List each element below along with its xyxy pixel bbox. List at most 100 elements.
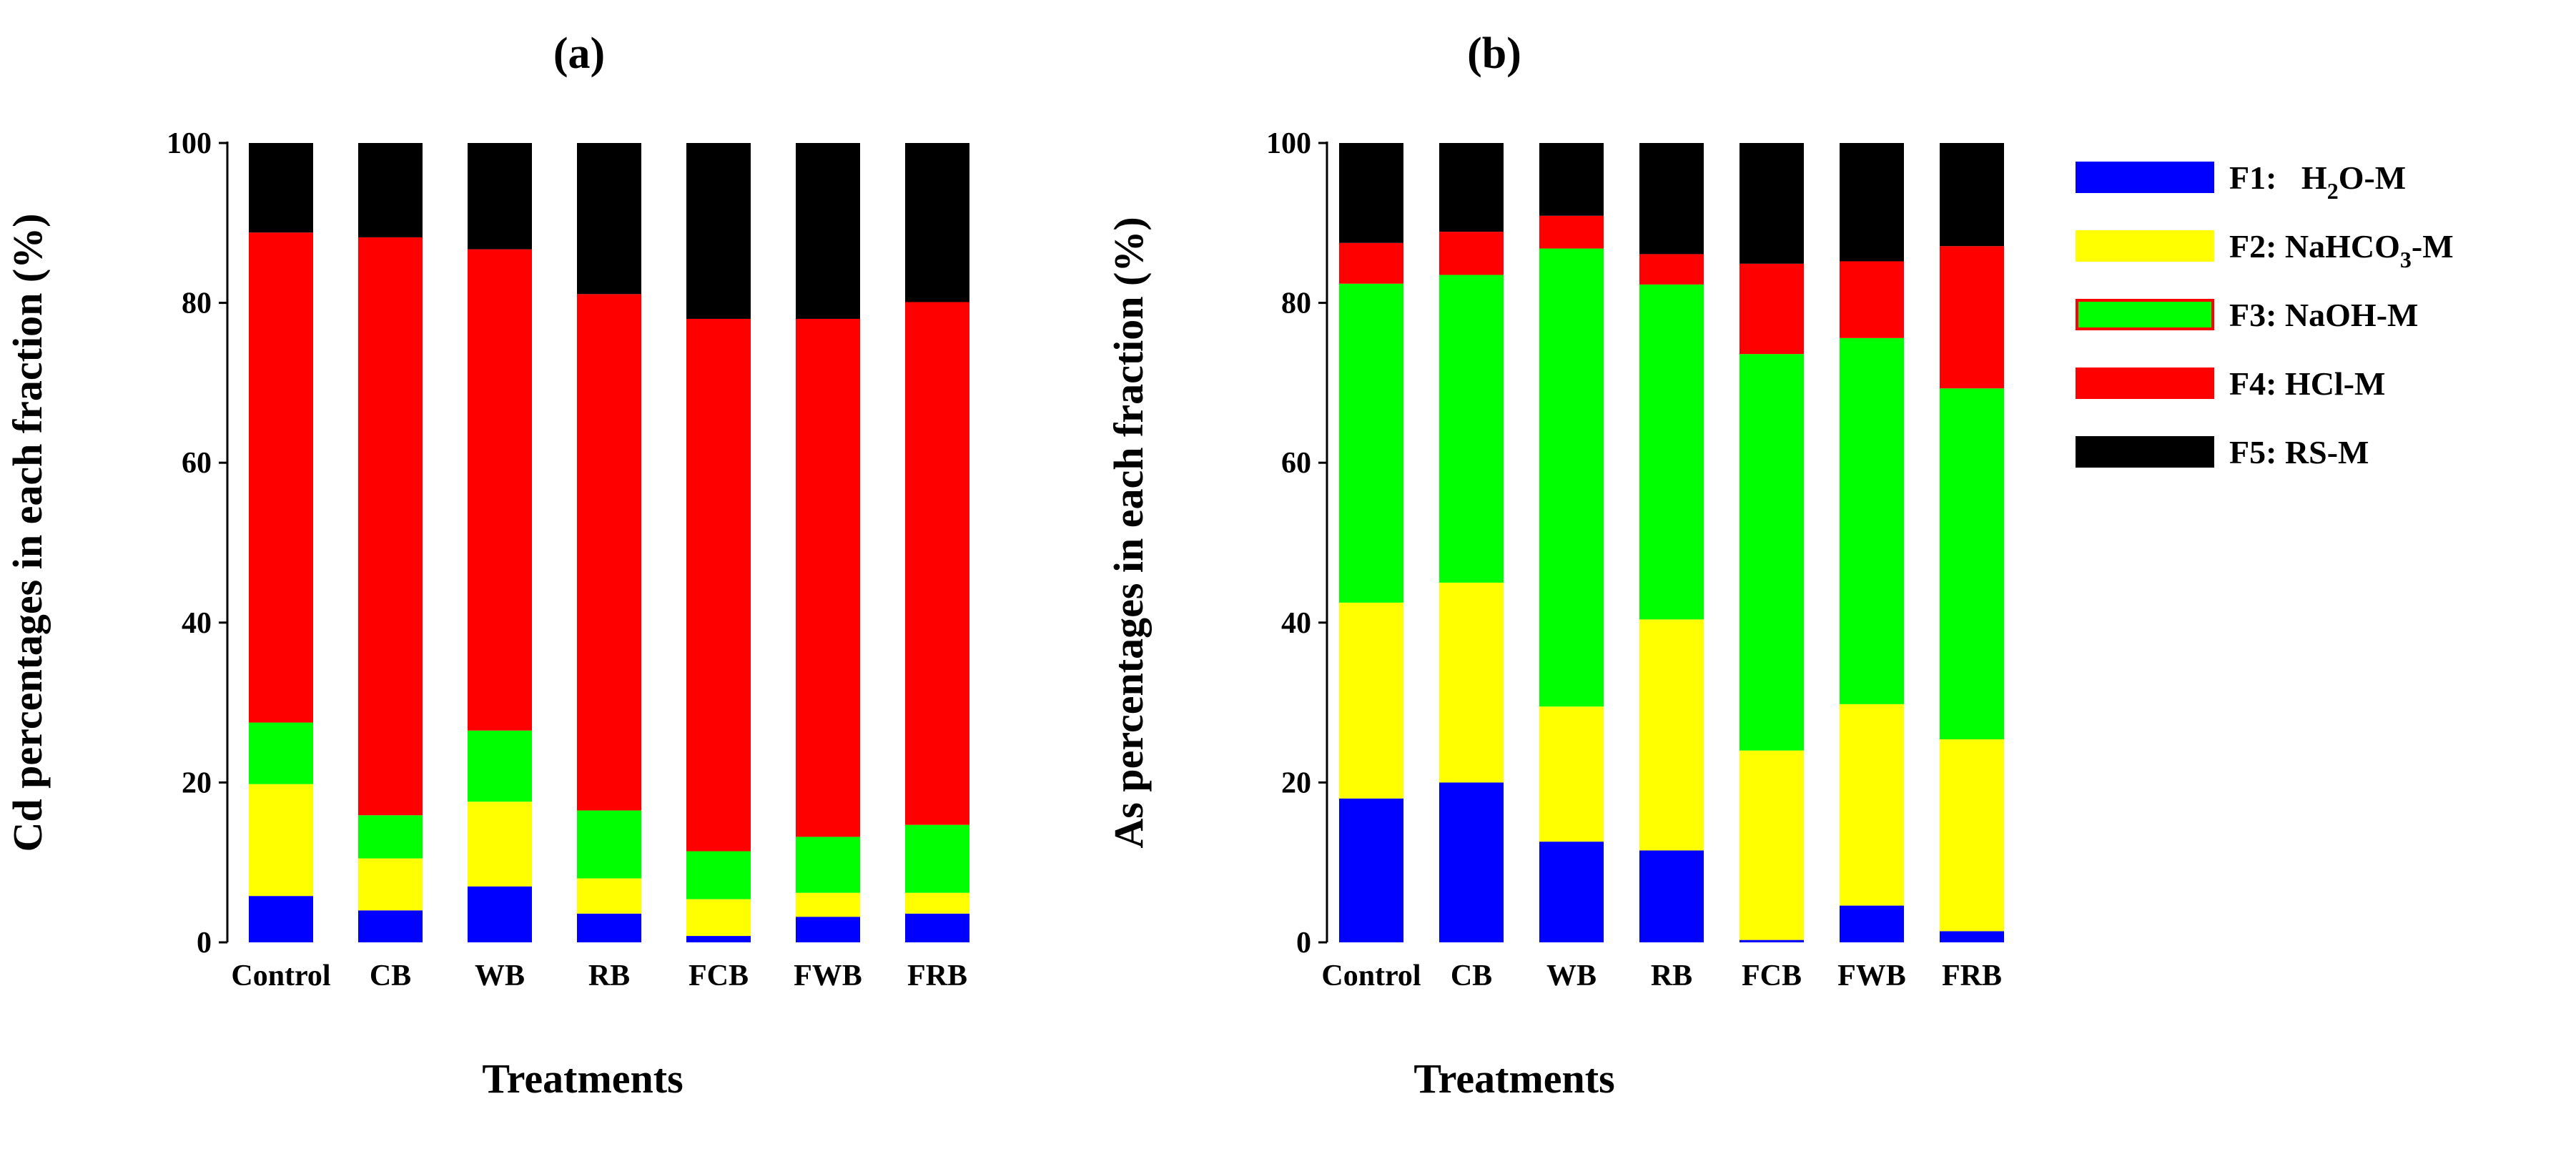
panel-a-bar-fwb-f1 (796, 917, 860, 942)
panel-a-category-label: RB (588, 960, 630, 992)
panel-b-category-label: WB (1546, 960, 1597, 992)
panel-b-category-label: FRB (1942, 960, 2002, 992)
panel-b-bar-fcb-f1 (1739, 939, 1804, 942)
legend-swatch-f3 (2076, 299, 2214, 330)
panel-b-bar-wb-f3 (1539, 248, 1604, 707)
legend-label-f1: F1: H2O-M (2229, 159, 2406, 204)
panel-b-y-tick-label: 100 (1266, 127, 1311, 160)
panel-a-bar-control-f2 (249, 784, 313, 897)
panel-a-bar-cb-f2 (358, 858, 423, 911)
panel-a-bar-wb-f1 (468, 886, 532, 942)
legend-label-f3: F3: NaOH-M (2229, 297, 2418, 333)
panel-b-bar-cb-f1 (1439, 782, 1504, 942)
panel-b-bar-wb-f1 (1539, 842, 1604, 942)
panel-b-y-axis-title: As percentages in each fraction (%) (1105, 217, 1152, 848)
panel-b-bar-control-f2 (1339, 602, 1403, 799)
panel-a-title: (a) (553, 29, 605, 78)
panel-b-bar-frb-f1 (1940, 931, 2004, 942)
panel-a-bar-rb-f5 (577, 143, 641, 295)
panel-a-bar-fcb-f2 (686, 899, 751, 937)
panel-b-bar-fwb-f5 (1840, 143, 1904, 262)
panel-b-bar-cb-f3 (1439, 275, 1504, 583)
panel-b-bar-cb-f4 (1439, 232, 1504, 275)
panel-b-bar-fwb-f1 (1840, 905, 1904, 942)
panel-a-bar-fwb-f5 (796, 143, 860, 319)
panel-b-y-tick-label: 20 (1281, 766, 1311, 799)
panel-b-y-tick-label: 40 (1281, 607, 1311, 640)
panel-b-bar-rb-f1 (1639, 850, 1704, 942)
panel-a-bar-rb-f2 (577, 878, 641, 914)
legend: F1: H2O-M F2: NaHCO3-M F3: NaOH-M F4: HCl-M… (2076, 159, 2454, 470)
legend-label-f2: F2: NaHCO3-M (2229, 228, 2454, 272)
panel-b-category-label: RB (1651, 960, 1692, 992)
panel-a-bar-frb-f5 (905, 143, 969, 302)
panel-b-bar-rb-f5 (1639, 143, 1704, 255)
panel-b-y-tick-label: 60 (1281, 447, 1311, 480)
legend-swatch-f2 (2076, 230, 2214, 262)
panel-a-bar-frb-f4 (905, 302, 969, 825)
panel-a-bar-cb-f1 (358, 910, 423, 942)
panel-b-x-axis-title: Treatments (1413, 1055, 1614, 1102)
panel-b-bar-control-f1 (1339, 798, 1403, 942)
panel-b-category-label: CB (1451, 960, 1492, 992)
panel-a-bar-cb-f5 (358, 143, 423, 237)
panel-a-bar-wb-f4 (468, 249, 532, 731)
panel-a-category-label: FRB (907, 960, 967, 992)
panel-b-bar-fcb-f4 (1739, 263, 1804, 355)
panel-b-bar-fwb-f4 (1840, 261, 1904, 338)
panel-a-bar-fcb-f1 (686, 936, 751, 942)
panel-a-bar-control-f1 (249, 896, 313, 942)
panel-b-bar-rb-f2 (1639, 619, 1704, 851)
panel-b-bar-wb-f4 (1539, 215, 1604, 249)
panel-b-bar-wb-f2 (1539, 706, 1604, 842)
panel-a-bar-frb-f2 (905, 892, 969, 914)
panel-b-bar-fcb-f3 (1739, 354, 1804, 751)
panel-a-bar-rb-f3 (577, 810, 641, 879)
panel-b-bar-frb-f2 (1940, 739, 2004, 932)
panel-a-bar-control-f5 (249, 143, 313, 233)
panel-a-bar-rb-f1 (577, 913, 641, 942)
panel-a-bar-cb-f3 (358, 815, 423, 859)
panel-a-bar-frb-f3 (905, 824, 969, 893)
panel-b-bar-rb-f3 (1639, 284, 1704, 620)
panel-b-bar-wb-f5 (1539, 143, 1604, 216)
panel-a-category-label: FWB (794, 960, 862, 992)
panel-a-chart: (a) Cd percentages in each fraction (%) … (4, 29, 969, 1102)
panel-a-bar-control-f3 (249, 722, 313, 784)
panel-b-bar-frb-f3 (1940, 388, 2004, 740)
panel-b-category-label: FCB (1742, 960, 1802, 992)
panel-a-category-label: WB (475, 960, 525, 992)
legend-swatch-f5 (2076, 436, 2214, 468)
panel-a-bar-wb-f5 (468, 143, 532, 250)
panel-b-bar-control-f3 (1339, 283, 1403, 603)
panel-a-bar-wb-f2 (468, 802, 532, 887)
legend-swatch-f1 (2076, 162, 2214, 193)
panel-b-category-label: Control (1321, 960, 1421, 992)
panel-a-category-label: CB (370, 960, 411, 992)
panel-b-bar-cb-f5 (1439, 143, 1504, 232)
panel-a-x-axis-title: Treatments (482, 1055, 683, 1102)
panel-b-bar-fwb-f2 (1840, 704, 1904, 906)
panel-a-bar-cb-f4 (358, 237, 423, 816)
panel-b-chart: (b) As percentages in each fraction (%) … (1105, 29, 2004, 1102)
panel-b-bar-frb-f4 (1940, 246, 2004, 389)
panel-a-y-tick-label: 60 (182, 447, 212, 480)
panel-b-bar-frb-f5 (1940, 143, 2004, 247)
panel-a-bar-rb-f4 (577, 294, 641, 811)
legend-label-f5: F5: RS-M (2229, 434, 2369, 470)
panel-a-bar-fcb-f5 (686, 143, 751, 319)
panel-b-bar-cb-f2 (1439, 582, 1504, 783)
panel-b-bar-fcb-f2 (1739, 750, 1804, 940)
panel-a-bar-frb-f1 (905, 913, 969, 942)
panel-a-y-tick-label: 40 (182, 607, 212, 640)
panel-a-bar-control-f4 (249, 232, 313, 723)
panel-b-title: (b) (1467, 29, 1521, 78)
panel-a-bar-fwb-f4 (796, 318, 860, 837)
panel-a-y-tick-label: 20 (182, 766, 212, 799)
panel-b-category-label: FWB (1837, 960, 1906, 992)
panel-a-bar-fcb-f3 (686, 851, 751, 899)
panel-a-bar-wb-f3 (468, 730, 532, 802)
panel-a-category-label: FCB (689, 960, 749, 992)
panel-b-bar-rb-f4 (1639, 254, 1704, 285)
